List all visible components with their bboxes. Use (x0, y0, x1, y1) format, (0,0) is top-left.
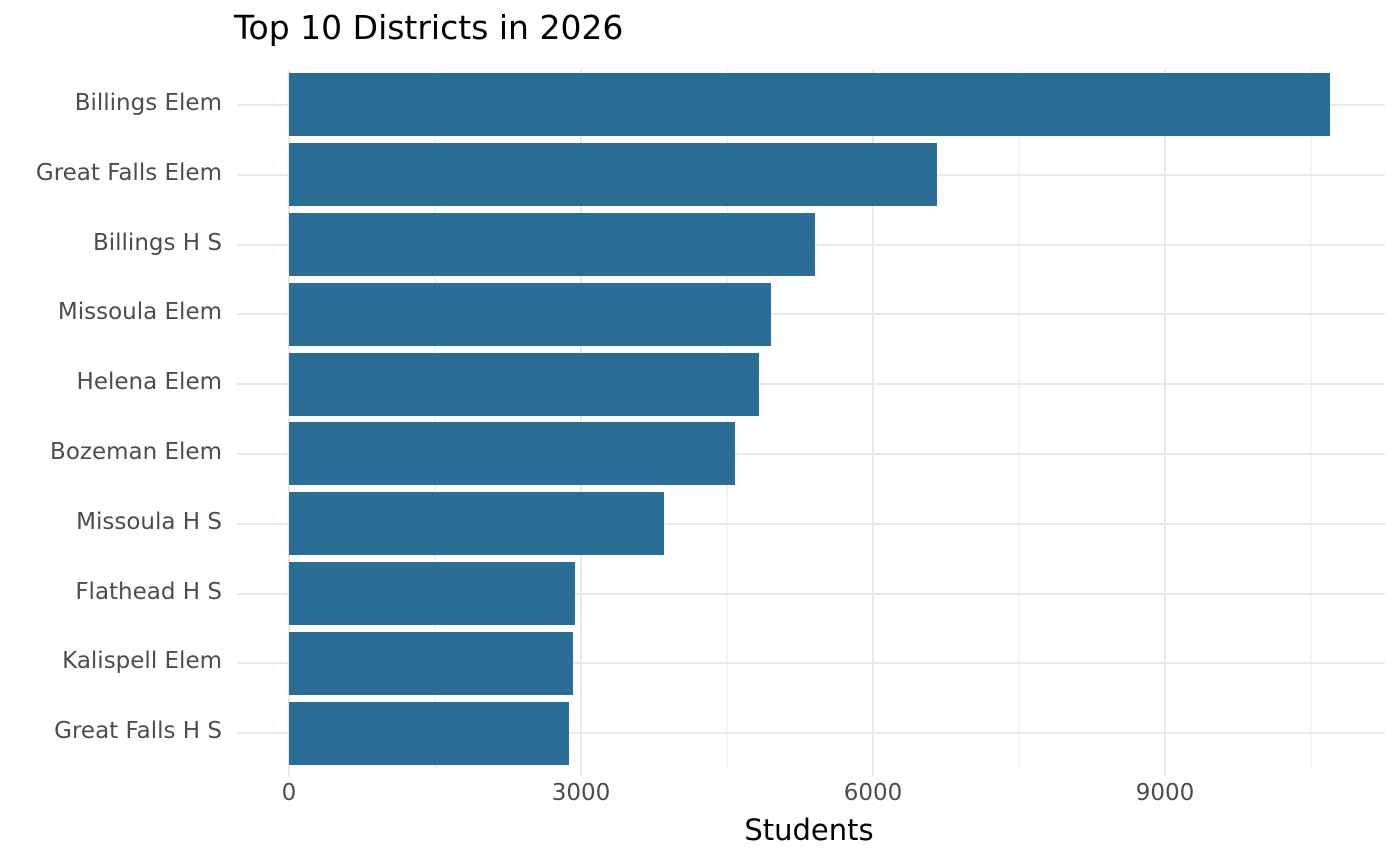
bar-bozeman-elem (289, 422, 735, 486)
bar-helena-elem (289, 352, 760, 416)
y-tick-label: Bozeman Elem (50, 438, 222, 465)
y-tick-label: Great Falls Elem (35, 159, 222, 186)
category-gridline (237, 313, 1385, 316)
y-tick-label: Kalispell Elem (62, 648, 222, 675)
minor-gridline (726, 70, 728, 768)
minor-gridline (434, 70, 436, 768)
category-gridline (237, 592, 1385, 595)
bar-billings-h-s (289, 213, 815, 276)
x-tick-label: 3000 (551, 780, 611, 806)
x-tick-label: 6000 (843, 780, 903, 806)
category-gridline (237, 383, 1385, 386)
y-tick-label: Flathead H S (75, 578, 222, 605)
y-tick-label: Billings H S (92, 229, 222, 256)
y-tick-label: Missoula Elem (57, 299, 222, 326)
bar-flathead-h-s (289, 562, 576, 625)
x-axis-title: Students (744, 813, 874, 847)
bar-great-falls-h-s (289, 701, 570, 765)
category-gridline (237, 452, 1385, 455)
major-gridline (1164, 70, 1167, 776)
bar-kalispell-elem (289, 631, 574, 695)
y-tick-label: Missoula H S (76, 508, 222, 535)
x-tick-label: 9000 (1135, 780, 1195, 806)
minor-gridline (1310, 70, 1313, 768)
bar-great-falls-elem (289, 143, 938, 207)
bar-missoula-elem (289, 282, 771, 346)
chart-title: Top 10 Districts in 2026 (234, 8, 624, 47)
minor-gridline (1018, 70, 1021, 768)
y-tick-label: Billings Elem (74, 89, 222, 116)
y-tick-label: Great Falls H S (54, 718, 222, 745)
category-gridline (237, 522, 1385, 525)
bar-missoula-h-s (289, 492, 664, 556)
category-gridline (237, 732, 1385, 735)
y-tick-label: Helena Elem (76, 369, 222, 396)
major-gridline (872, 70, 874, 776)
x-tick-label: 0 (281, 780, 297, 806)
bar-billings-elem (289, 73, 1331, 137)
category-gridline (237, 662, 1385, 665)
